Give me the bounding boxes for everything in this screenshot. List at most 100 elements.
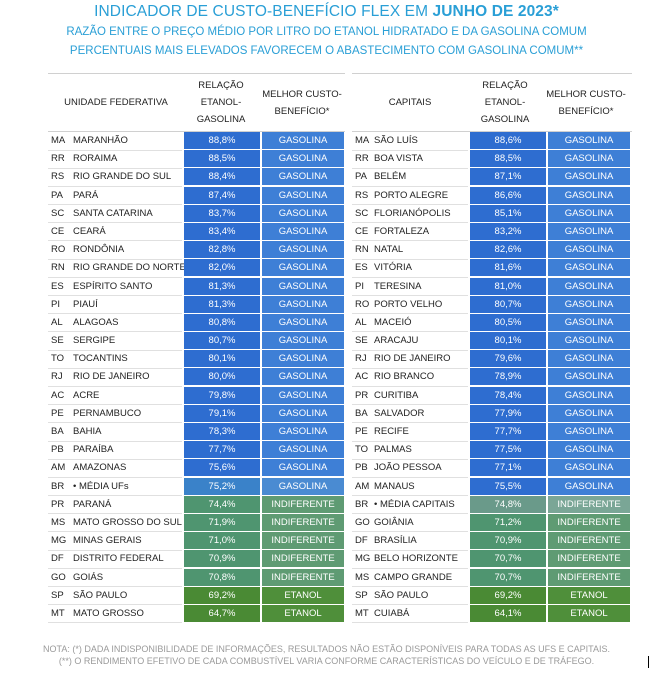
table-row: TO PALMAS 77,5% GASOLINA bbox=[352, 441, 632, 460]
row-code: AC bbox=[51, 389, 65, 401]
table-row: SC SANTA CATARINA 83,7% GASOLINA bbox=[48, 204, 345, 224]
best-cell: GASOLINA bbox=[548, 313, 630, 332]
row-code: MS bbox=[355, 571, 370, 583]
row-name: PARAÍBA bbox=[73, 444, 114, 456]
capitals-table-body: MA SÃO LUÍS 88,6% GASOLINA RR BOA VISTA 88,5% G… bbox=[352, 132, 632, 624]
ratio-cell: 70,7% bbox=[470, 550, 546, 569]
ratio-cell: 74,4% bbox=[184, 495, 260, 514]
row-divider bbox=[48, 531, 182, 533]
ratio-cell: 79,8% bbox=[184, 386, 260, 405]
row-code: MG bbox=[51, 535, 67, 547]
table-row: CE CEARÁ 83,4% GASOLINA bbox=[48, 222, 345, 242]
row-code: RR bbox=[355, 153, 369, 165]
best-cell: GASOLINA bbox=[548, 168, 630, 187]
row-name: RIO GRANDE DO SUL bbox=[73, 171, 172, 183]
row-name: CAMPO GRANDE bbox=[374, 571, 453, 583]
ratio-cell: 70,7% bbox=[470, 568, 546, 587]
ratio-cell: 75,6% bbox=[184, 459, 260, 478]
table-row: BR • MÉDIA CAPITAIS 74,8% INDIFERENTE bbox=[352, 495, 632, 515]
row-divider bbox=[352, 331, 468, 333]
table-row: MT MATO GROSSO 64,7% ETANOL bbox=[48, 604, 345, 624]
table-row: AM AMAZONAS 75,6% GASOLINA bbox=[48, 459, 345, 478]
best-cell: GASOLINA bbox=[262, 241, 344, 260]
row-code: CE bbox=[355, 225, 369, 237]
table-row: PE PERNAMBUCO 79,1% GASOLINA bbox=[48, 404, 345, 424]
ratio-cell: 80,7% bbox=[184, 332, 260, 351]
row-code: ES bbox=[355, 262, 368, 274]
row-code: PR bbox=[355, 389, 369, 401]
row-code: SP bbox=[51, 589, 64, 601]
ratio-cell: 77,1% bbox=[470, 459, 546, 478]
table-row: AL MACEIÓ 80,5% GASOLINA bbox=[352, 313, 632, 333]
row-name: RIO BRANCO bbox=[374, 371, 435, 383]
best-cell: GASOLINA bbox=[262, 441, 344, 460]
header-melhor-custo-beneficio: MELHOR CUSTO-BENEFÍCIO* bbox=[546, 88, 626, 117]
row-name: BAHIA bbox=[73, 426, 102, 437]
row-code: DF bbox=[51, 553, 64, 565]
table-row: PA BELÉM 87,1% GASOLINA bbox=[352, 168, 632, 187]
best-cell: GASOLINA bbox=[548, 204, 630, 223]
row-code: RS bbox=[51, 171, 65, 183]
table-row: BA BAHIA 78,3% GASOLINA bbox=[48, 423, 345, 442]
row-name: GOIÂNIA bbox=[374, 516, 414, 528]
table-row: PB PARAÍBA 77,7% GASOLINA bbox=[48, 441, 345, 460]
table-row: SP SÃO PAULO 69,2% ETANOL bbox=[352, 586, 632, 606]
row-code: AC bbox=[355, 371, 369, 383]
table-row: TO TOCANTINS 80,1% GASOLINA bbox=[48, 350, 345, 369]
row-name: RORAIMA bbox=[73, 153, 118, 165]
ratio-cell: 81,0% bbox=[470, 277, 546, 296]
table-row: BA SALVADOR 77,9% GASOLINA bbox=[352, 404, 632, 424]
row-name: CUIABÁ bbox=[374, 607, 410, 619]
row-divider bbox=[352, 349, 468, 351]
row-code: AM bbox=[355, 480, 370, 492]
row-code: RO bbox=[51, 244, 66, 256]
row-name: SÃO PAULO bbox=[374, 589, 429, 601]
table-row: GO GOIÁS 70,8% INDIFERENTE bbox=[48, 568, 345, 587]
row-divider bbox=[48, 313, 182, 315]
ratio-cell: 80,8% bbox=[184, 313, 260, 332]
row-code: AM bbox=[51, 462, 66, 474]
row-code: RS bbox=[355, 189, 369, 201]
row-code: RN bbox=[355, 244, 369, 256]
best-cell: GASOLINA bbox=[262, 368, 344, 387]
ratio-cell: 80,5% bbox=[470, 313, 546, 332]
row-divider bbox=[48, 222, 182, 224]
row-name: FLORIANÓPOLIS bbox=[374, 207, 451, 219]
row-divider bbox=[352, 185, 468, 187]
row-code: RJ bbox=[51, 371, 63, 383]
ratio-cell: 75,5% bbox=[470, 477, 546, 496]
best-cell: GASOLINA bbox=[262, 204, 344, 223]
subtitle-line-2: PERCENTUAIS MAIS ELEVADOS FAVORECEM O AB… bbox=[69, 45, 584, 57]
table-row: RR RORAIMA 88,5% GASOLINA bbox=[48, 150, 345, 169]
table-row: RS RIO GRANDE DO SUL 88,4% GASOLINA bbox=[48, 168, 345, 187]
best-cell: GASOLINA bbox=[548, 150, 630, 169]
best-cell: GASOLINA bbox=[548, 132, 630, 150]
ratio-cell: 82,8% bbox=[184, 241, 260, 260]
best-cell: GASOLINA bbox=[548, 277, 630, 296]
ratio-cell: 79,1% bbox=[184, 404, 260, 423]
row-name: PERNAMBUCO bbox=[73, 407, 142, 419]
table-row: SE ARACAJU 80,1% GASOLINA bbox=[352, 332, 632, 351]
ratio-cell: 77,5% bbox=[470, 441, 546, 460]
table-row: AM MANAUS 75,5% GASOLINA bbox=[352, 477, 632, 497]
row-code: SC bbox=[355, 207, 369, 219]
table-row: SE SERGIPE 80,7% GASOLINA bbox=[48, 332, 345, 351]
table-row: MS MATO GROSSO DO SUL 71,9% INDIFERENTE bbox=[48, 513, 345, 533]
row-name: MATO GROSSO bbox=[73, 607, 144, 619]
row-divider bbox=[48, 404, 182, 406]
row-divider bbox=[48, 549, 182, 551]
table-row: RN RIO GRANDE DO NORTE 82,0% GASOLINA bbox=[48, 259, 345, 278]
row-divider bbox=[48, 204, 182, 206]
row-divider bbox=[352, 240, 468, 242]
row-name: BRASÍLIA bbox=[374, 535, 417, 547]
table-row: AC RIO BRANCO 78,9% GASOLINA bbox=[352, 368, 632, 387]
ratio-cell: 77,9% bbox=[470, 404, 546, 423]
header-capitais: CAPITAIS bbox=[388, 97, 432, 108]
row-name: BELO HORIZONTE bbox=[374, 553, 458, 565]
best-cell: GASOLINA bbox=[548, 423, 630, 441]
ratio-cell: 69,2% bbox=[470, 586, 546, 605]
best-cell: GASOLINA bbox=[548, 386, 630, 405]
best-cell: INDIFERENTE bbox=[548, 495, 630, 514]
ratio-cell: 81,3% bbox=[184, 277, 260, 296]
row-divider bbox=[352, 531, 468, 533]
